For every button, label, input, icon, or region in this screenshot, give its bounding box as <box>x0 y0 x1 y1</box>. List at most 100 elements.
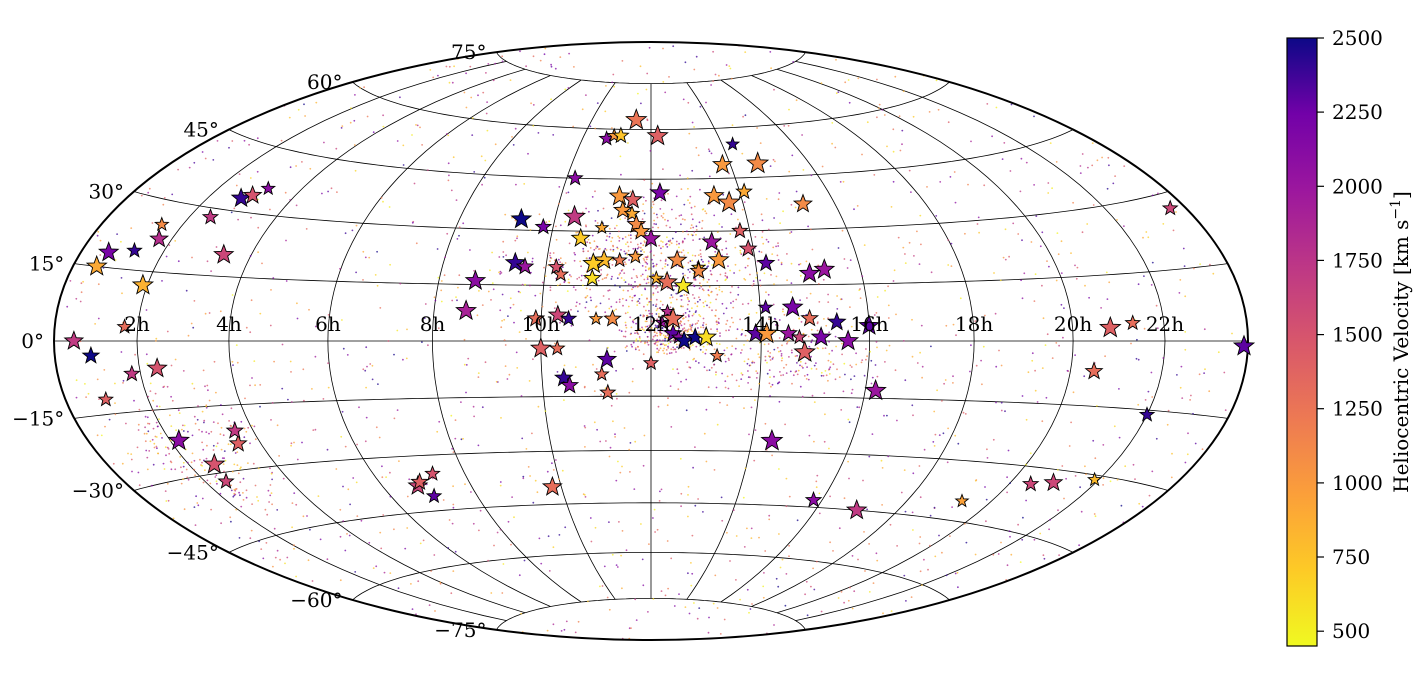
star-marker <box>663 323 683 342</box>
star-marker <box>593 365 610 382</box>
star-marker <box>97 390 114 407</box>
colorbar-label: Heliocentric Velocity [km s−1] <box>1388 191 1413 493</box>
ra-tick-label: 8h <box>420 312 446 336</box>
star-marker <box>582 268 602 287</box>
star-marker <box>755 321 779 344</box>
star-marker <box>167 428 191 451</box>
star-marker <box>603 309 622 327</box>
star-marker <box>424 465 441 481</box>
ra-tick-label: 2h <box>124 312 150 336</box>
star-marker <box>800 308 820 327</box>
star-marker <box>738 238 758 257</box>
star-marker <box>804 490 823 508</box>
star-marker <box>781 295 804 317</box>
star-marker <box>510 207 533 229</box>
star-marker <box>123 364 141 382</box>
star-marker <box>97 241 120 262</box>
meridian-line <box>327 75 551 607</box>
star-marker <box>622 189 643 209</box>
colorbar-tick-label: 2000 <box>1332 174 1383 198</box>
star-marker <box>242 184 263 204</box>
star-marker <box>1021 474 1040 492</box>
colorbar-tick-label: 1500 <box>1332 323 1383 347</box>
ra-tick-label: 16h <box>850 312 888 336</box>
star-marker <box>646 124 669 146</box>
star-marker <box>455 299 478 321</box>
colorbar: 500 750 1000 1250 1500 1750 2000 2250 2500 Helio… <box>1286 26 1413 647</box>
ra-tick-label: 20h <box>1054 312 1092 336</box>
star-marker <box>631 221 651 240</box>
star-marker <box>695 325 718 347</box>
star-marker <box>596 348 618 369</box>
star-marker <box>864 378 887 401</box>
colorbar-gradient <box>1286 37 1318 647</box>
star-marker <box>131 273 155 295</box>
colorbar-tick-label: 1000 <box>1332 471 1383 495</box>
star-marker <box>707 248 730 270</box>
ra-tick-label: 4h <box>216 312 242 336</box>
star-marker <box>588 311 604 326</box>
y-tick-labels: 75° 60° 45° 30° 15° 0° −15° −30° −45° −60° −75° <box>12 40 486 642</box>
star-marker <box>425 487 443 504</box>
star-marker <box>570 227 591 247</box>
star-marker <box>541 475 563 496</box>
meridian-line <box>776 68 1074 614</box>
star-marker <box>534 217 553 235</box>
star-markers <box>63 108 1256 520</box>
dec-tick-label: −60° <box>290 588 342 612</box>
star-marker <box>845 498 868 520</box>
dec-tick-label: 15° <box>29 252 64 276</box>
meridian-line <box>228 68 526 614</box>
dec-tick-label: −45° <box>167 540 219 564</box>
star-marker <box>810 326 832 347</box>
star-marker <box>1124 314 1142 331</box>
meridian-line <box>720 79 870 603</box>
colorbar-tick-label: 750 <box>1332 545 1370 569</box>
star-marker <box>1138 406 1156 422</box>
star-marker <box>559 309 578 327</box>
star-marker <box>116 318 133 334</box>
star-marker <box>230 187 252 208</box>
star-marker <box>666 249 688 270</box>
star-marker <box>560 375 580 394</box>
star-marker <box>225 421 245 439</box>
map-outline <box>53 41 1249 641</box>
dec-tick-label: −15° <box>12 406 64 430</box>
dec-tick-label: −75° <box>434 618 486 642</box>
dec-tick-label: 30° <box>89 180 124 204</box>
star-marker <box>594 220 610 235</box>
dec-tick-label: 75° <box>451 40 486 64</box>
star-marker <box>213 243 235 264</box>
dec-tick-label: 60° <box>307 70 342 94</box>
star-marker <box>689 261 709 280</box>
star-marker <box>515 256 535 275</box>
star-marker <box>627 248 644 264</box>
star-marker <box>1098 315 1122 338</box>
star-marker <box>648 270 665 286</box>
star-marker <box>701 231 723 251</box>
star-marker <box>1161 199 1179 216</box>
star-marker <box>649 182 671 202</box>
star-marker <box>654 314 670 330</box>
star-marker <box>552 265 570 282</box>
star-marker <box>837 329 860 351</box>
star-marker <box>731 221 749 239</box>
star-marker <box>792 193 814 213</box>
star-marker <box>656 270 679 292</box>
star-marker <box>548 339 566 356</box>
star-marker <box>201 208 220 225</box>
colorbar-tick-label: 1750 <box>1332 248 1383 272</box>
star-marker <box>791 328 808 345</box>
star-marker <box>81 345 101 364</box>
star-marker <box>149 228 170 248</box>
star-marker <box>642 354 660 371</box>
ra-tick-label: 10h <box>522 312 560 336</box>
star-marker <box>954 493 970 508</box>
star-marker <box>1043 472 1064 492</box>
star-marker <box>757 299 774 315</box>
star-marker <box>826 311 847 331</box>
star-marker <box>63 330 85 350</box>
star-marker <box>798 262 821 283</box>
dec-tick-label: 45° <box>183 118 218 142</box>
